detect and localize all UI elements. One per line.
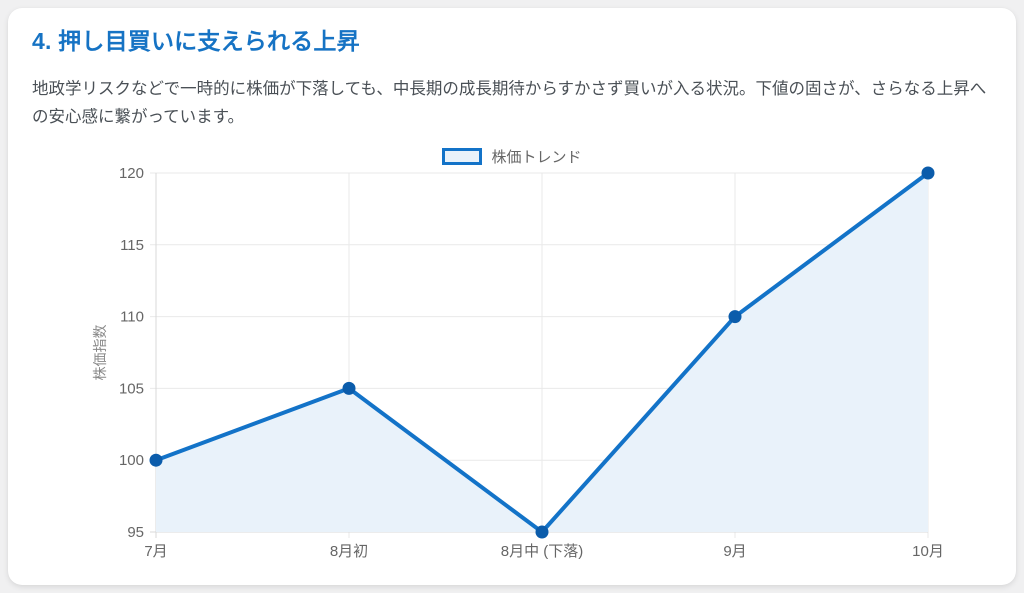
- y-tick-label: 115: [120, 237, 144, 254]
- data-point[interactable]: [342, 382, 356, 396]
- y-tick-label: 105: [119, 381, 144, 398]
- x-tick-label: 8月中 (下落): [501, 543, 584, 560]
- data-point[interactable]: [921, 166, 935, 180]
- stock-trend-chart: 株価トレンド 95 100 105 110 115 120 7月 8月初 8月中 (下落) 9月 1…: [8, 137, 1016, 582]
- legend-label: 株価トレンド: [491, 149, 582, 167]
- y-tick-label: 100: [119, 453, 144, 470]
- legend-swatch: [442, 148, 483, 166]
- section-paragraph: 地政学リスクなどで一時的に株価が下落しても、中長期の成長期待からすかさず買いが入…: [32, 80, 987, 127]
- x-tick-label: 7月: [144, 543, 167, 560]
- chart-canvas[interactable]: 95 100 105 110 115 120 7月 8月初 8月中 (下落) 9月 10月 株価指数: [8, 137, 1016, 582]
- y-axis-title: 株価指数: [92, 325, 108, 381]
- data-point[interactable]: [728, 310, 742, 324]
- y-tick-label: 110: [120, 309, 144, 326]
- y-tick-label: 95: [127, 524, 144, 541]
- data-point[interactable]: [535, 525, 549, 539]
- data-point[interactable]: [149, 454, 163, 468]
- x-tick-label: 9月: [723, 543, 746, 560]
- chart-legend-item[interactable]: 株価トレンド: [8, 146, 1016, 167]
- content-card: 4. 押し目買いに支えられる上昇 地政学リスクなどで一時的に株価が下落しても、中…: [8, 8, 1016, 585]
- x-tick-label: 10月: [912, 543, 944, 560]
- section-heading: 4. 押し目買いに支えられる上昇: [32, 28, 360, 54]
- y-tick-label: 120: [119, 165, 144, 182]
- area-fill: [156, 173, 928, 533]
- x-tick-label: 8月初: [330, 543, 368, 560]
